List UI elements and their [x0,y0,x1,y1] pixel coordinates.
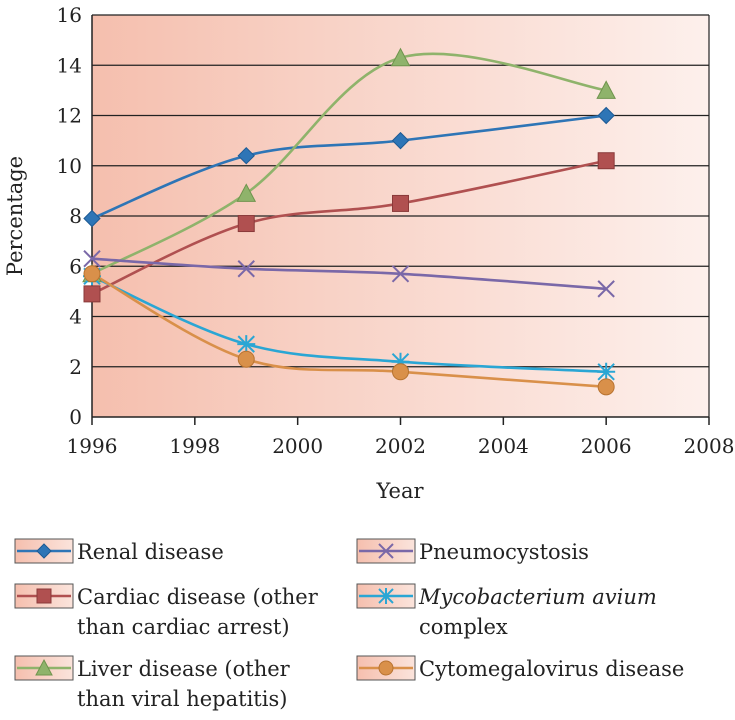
y-tick-label: 12 [57,104,82,128]
legend-label: Pneumocystosis [419,540,589,564]
x-tick-label: 2000 [272,434,323,458]
series-line-2 [91,52,607,275]
data-point-0-3 [597,106,615,125]
legend-label: Liver disease (other [77,657,291,681]
legend-item-2: Liver disease (other than viral hepatitis… [14,655,291,711]
data-point-0-2 [391,131,410,150]
x-tick-label: 1998 [169,434,220,458]
data-point-4-3 [597,362,616,381]
legend-item-4: Mycobacterium avium complex [356,583,657,639]
data-point-5-1 [237,350,255,368]
data-point-2-3 [596,80,616,99]
y-tick-label: 4 [69,305,82,329]
series-line-0 [91,114,607,220]
legend-label: Cytomegalovirus disease [419,657,684,681]
legend-label: Mycobacterium avium [418,585,657,609]
x-axis-ticks: 1996 1998 2000 2002 2004 2006 2008 [67,417,735,458]
data-point-4-2 [391,352,410,371]
legend-item-0: Renal disease [14,538,224,564]
y-tick-label: 6 [69,254,82,278]
legend-label: complex [419,615,508,639]
x-tick-label: 2004 [478,434,529,458]
data-point-5-3 [597,378,615,396]
x-tick-label: 2002 [375,434,426,458]
legend-item-3: Pneumocystosis [356,538,589,564]
series-line-1 [91,159,607,296]
legend-swatch-marker [378,543,394,559]
series-line-3 [91,257,607,291]
y-tick-label: 8 [69,204,82,228]
series-line-5 [91,272,607,389]
legend-swatch-marker [378,588,394,604]
x-axis-title: Year [375,479,424,503]
legend-item-1: Cardiac disease (other than cardiac arres… [14,583,319,639]
data-point-1-2 [392,194,409,212]
data-point-1-1 [237,215,255,233]
legend-swatch-marker [35,658,53,676]
data-point-2-2 [390,47,411,67]
data-point-0-0 [83,209,101,228]
legend-swatch-marker [378,660,394,676]
series-line-4 [91,275,607,374]
data-point-1-3 [597,152,615,170]
y-axis-title: Percentage [3,156,27,276]
data-point-1-0 [83,285,101,303]
data-point-5-2 [392,363,409,381]
legend-swatch-marker [36,588,52,604]
legend-swatch-marker [36,543,52,559]
x-tick-label: 2008 [684,434,735,458]
y-tick-label: 16 [57,3,82,27]
y-axis-ticks: 0 2 4 6 8 10 12 14 16 [57,3,82,429]
data-point-2-1 [236,183,257,202]
data-point-3-0 [83,250,101,268]
data-point-3-3 [597,280,615,298]
legend-label: than cardiac arrest) [77,615,290,639]
data-point-3-2 [391,265,410,283]
y-tick-label: 2 [69,355,82,379]
legend-label: Renal disease [77,540,224,564]
data-point-0-1 [237,146,255,165]
y-tick-label: 14 [57,53,82,77]
series-lines [91,52,607,389]
y-tick-label: 10 [57,154,82,178]
data-point-3-1 [237,260,255,278]
y-tick-label: 0 [69,405,82,429]
x-tick-label: 1996 [67,434,118,458]
legend: Renal disease Cardiac disease (other than … [14,538,684,711]
data-point-4-1 [237,335,256,354]
series-markers [82,47,616,396]
legend-item-5: Cytomegalovirus disease [356,655,684,681]
x-tick-label: 2006 [581,434,632,458]
legend-label: than viral hepatitis) [77,687,287,711]
data-point-5-0 [83,265,101,283]
legend-label: Cardiac disease (other [77,585,319,609]
